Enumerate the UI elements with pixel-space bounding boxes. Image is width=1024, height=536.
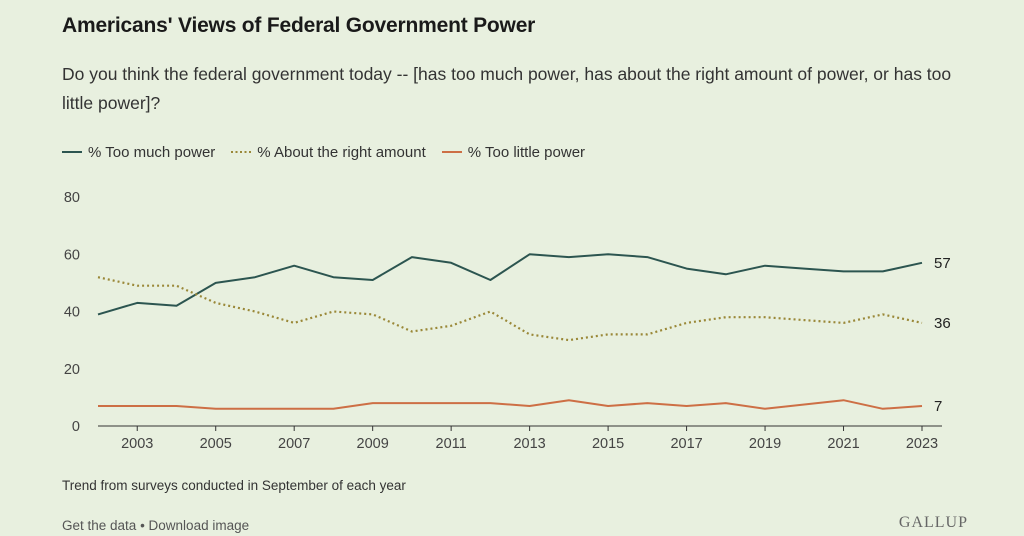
x-tick-label-2005: 2005 (200, 436, 232, 452)
x-tick-label-2019: 2019 (749, 436, 781, 452)
legend-label-too-much: % Too much power (88, 143, 216, 161)
line-chart: 0 20 40 60 80 2003 2005 2007 2009 2011 2013 2015 201… (64, 190, 951, 452)
x-tick-label-2007: 2007 (278, 436, 310, 452)
legend-label-too-little: % Too little power (467, 143, 586, 161)
x-tick-label-2011: 2011 (436, 436, 467, 452)
y-tick-label-40: 40 (64, 305, 80, 321)
series-line-2 (98, 399, 923, 410)
get-data-link[interactable]: Get the data (62, 518, 137, 533)
legend-swatch-right-amount (231, 151, 252, 153)
chart-title: Americans' Views of Federal Government P… (62, 14, 536, 37)
legend-item-too-little: % Too little power (441, 143, 586, 161)
legend-swatch-too-much (62, 151, 82, 153)
x-tick-label-2023: 2023 (906, 436, 938, 452)
x-tick-label-2021: 2021 (827, 436, 859, 452)
x-tick-label-2017: 2017 (670, 436, 702, 452)
gallup-logo: GALLUP (898, 514, 968, 531)
legend-label-right-amount: % About the right amount (257, 143, 426, 161)
end-label-2: 7 (934, 398, 942, 415)
series-line-0 (97, 253, 923, 316)
download-image-link[interactable]: Download image (148, 518, 250, 533)
footer-links: Get the data • Download image (62, 518, 249, 533)
y-tick-label-0: 0 (72, 419, 80, 435)
x-tick-label-2009: 2009 (357, 436, 389, 452)
end-label-1: 36 (934, 315, 951, 332)
legend: % Too much power % About the right amoun… (62, 142, 601, 162)
x-tick-label-2015: 2015 (592, 436, 624, 452)
end-label-0: 57 (934, 255, 951, 272)
y-tick-label-80: 80 (64, 190, 80, 206)
y-tick-label-60: 60 (64, 247, 80, 263)
legend-item-right-amount: % About the right amount (231, 143, 426, 161)
y-tick-label-20: 20 (64, 362, 80, 378)
x-tick-label-2003: 2003 (121, 436, 153, 452)
footnote: Trend from surveys conducted in Septembe… (62, 478, 406, 493)
legend-swatch-too-little (441, 151, 462, 153)
x-tick-label-2013: 2013 (513, 436, 545, 452)
chart-subtitle: Do you think the federal government toda… (62, 64, 952, 113)
footer-separator: • (136, 518, 149, 533)
legend-item-too-much: % Too much power (62, 144, 215, 161)
series-line-1 (97, 276, 923, 342)
